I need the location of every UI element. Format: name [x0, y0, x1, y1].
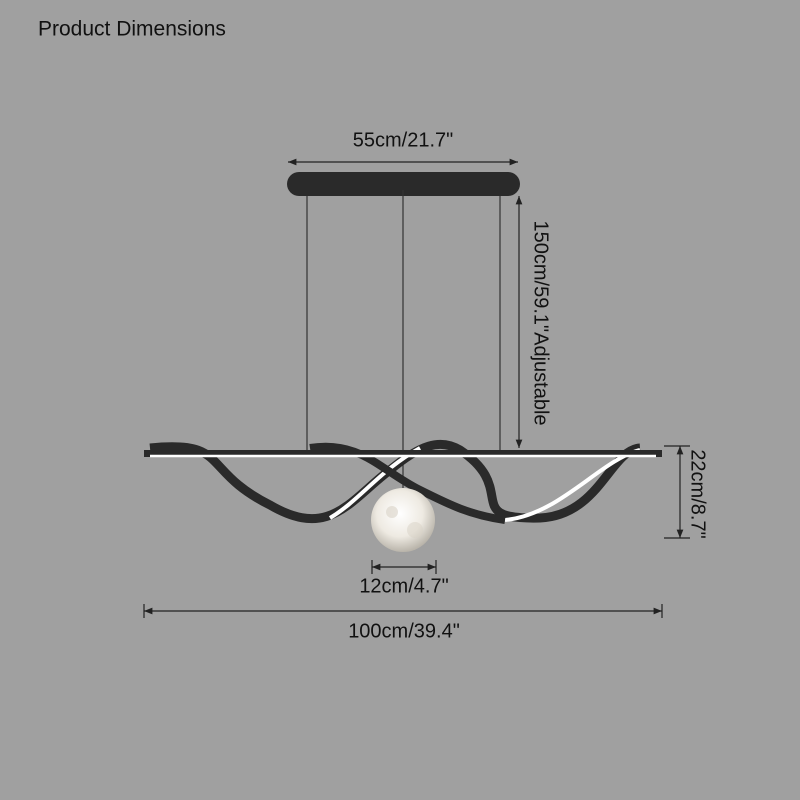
dimension-label: 55cm/21.7": [353, 129, 454, 151]
dimension-label: 100cm/39.4": [348, 620, 460, 642]
title: Product Dimensions: [38, 18, 226, 41]
dimension-label: 12cm/4.7": [359, 575, 448, 597]
dimension-label: 150cm/59.1"Adjustable: [530, 220, 552, 425]
lamp-illustration: [144, 172, 662, 552]
dimension-label: 22cm/8.7": [687, 449, 709, 538]
